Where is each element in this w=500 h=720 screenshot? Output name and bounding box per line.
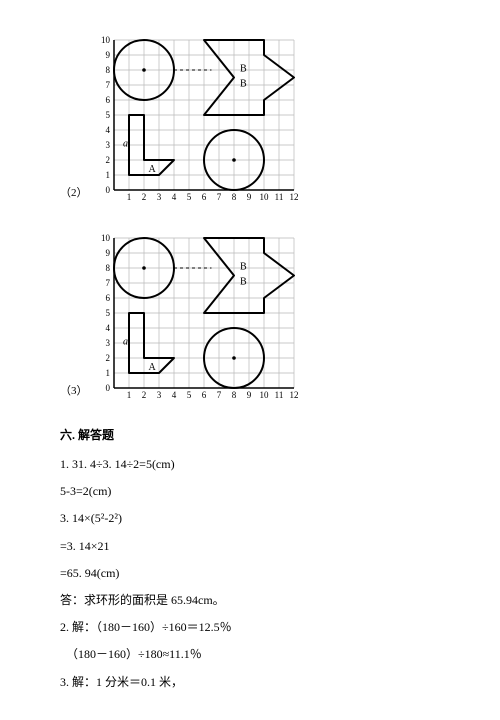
svg-text:B: B	[240, 262, 247, 273]
svg-text:4: 4	[171, 390, 176, 400]
svg-text:8: 8	[105, 263, 110, 273]
svg-text:8: 8	[105, 65, 110, 75]
solution-line-6: 答：求环形的面积是 65.94cm。	[60, 591, 450, 610]
svg-text:7: 7	[105, 80, 110, 90]
svg-text:9: 9	[105, 248, 110, 258]
svg-text:4: 4	[105, 125, 110, 135]
svg-text:1: 1	[105, 170, 110, 180]
svg-text:9: 9	[105, 50, 110, 60]
svg-text:10: 10	[259, 390, 269, 400]
figure-2: （2） 012345678910123456789101112aABB	[60, 30, 450, 208]
svg-text:2: 2	[105, 353, 110, 363]
svg-text:9: 9	[246, 390, 251, 400]
svg-text:10: 10	[101, 233, 111, 243]
solution-line-7: 2. 解：（180－160）÷160＝12.5％	[60, 618, 450, 637]
svg-text:12: 12	[289, 390, 298, 400]
svg-text:11: 11	[274, 390, 283, 400]
svg-text:4: 4	[105, 323, 110, 333]
solution-line-9: 3. 解：1 分米＝0.1 米，	[60, 673, 450, 692]
svg-text:B: B	[240, 277, 247, 288]
figure-3: （3） 012345678910123456789101112aABB	[60, 228, 450, 406]
svg-text:a: a	[123, 337, 128, 348]
svg-text:5: 5	[186, 192, 191, 202]
solution-line-4: =3. 14×21	[60, 537, 450, 556]
svg-text:B: B	[240, 79, 247, 90]
svg-text:7: 7	[105, 278, 110, 288]
svg-text:7: 7	[216, 390, 221, 400]
section-title: 六. 解答题	[60, 426, 450, 443]
svg-text:3: 3	[105, 140, 110, 150]
svg-text:A: A	[148, 362, 156, 373]
solution-line-8: （180－160）÷180≈11.1％	[66, 645, 450, 664]
solution-line-1: 1. 31. 4÷3. 14÷2=5(cm)	[60, 455, 450, 474]
svg-text:a: a	[123, 139, 128, 150]
svg-text:10: 10	[259, 192, 269, 202]
svg-text:3: 3	[105, 338, 110, 348]
svg-text:8: 8	[231, 390, 236, 400]
figure-3-label: （3）	[60, 382, 88, 398]
svg-text:2: 2	[105, 155, 110, 165]
svg-text:6: 6	[201, 192, 206, 202]
svg-text:9: 9	[246, 192, 251, 202]
svg-text:11: 11	[274, 192, 283, 202]
svg-text:6: 6	[201, 390, 206, 400]
svg-text:1: 1	[105, 368, 110, 378]
svg-text:6: 6	[105, 293, 110, 303]
svg-text:8: 8	[231, 192, 236, 202]
solution-line-2: 5-3=2(cm)	[60, 482, 450, 501]
svg-text:B: B	[240, 64, 247, 75]
svg-text:2: 2	[141, 390, 146, 400]
svg-text:5: 5	[105, 110, 110, 120]
svg-text:5: 5	[105, 308, 110, 318]
svg-text:3: 3	[156, 390, 161, 400]
svg-text:1: 1	[126, 192, 131, 202]
svg-text:12: 12	[289, 192, 298, 202]
figure-2-svg: 012345678910123456789101112aABB	[96, 30, 304, 208]
svg-text:0: 0	[105, 185, 110, 195]
svg-text:4: 4	[171, 192, 176, 202]
figure-2-label: （2）	[60, 184, 88, 200]
svg-text:1: 1	[126, 390, 131, 400]
figure-3-svg: 012345678910123456789101112aABB	[96, 228, 304, 406]
solution-line-3: 3. 14×(5²-2²)	[60, 509, 450, 528]
svg-text:7: 7	[216, 192, 221, 202]
svg-text:3: 3	[156, 192, 161, 202]
svg-text:10: 10	[101, 35, 111, 45]
solution-line-5: =65. 94(cm)	[60, 564, 450, 583]
svg-text:A: A	[148, 164, 156, 175]
svg-text:5: 5	[186, 390, 191, 400]
svg-text:2: 2	[141, 192, 146, 202]
svg-text:0: 0	[105, 383, 110, 393]
svg-text:6: 6	[105, 95, 110, 105]
